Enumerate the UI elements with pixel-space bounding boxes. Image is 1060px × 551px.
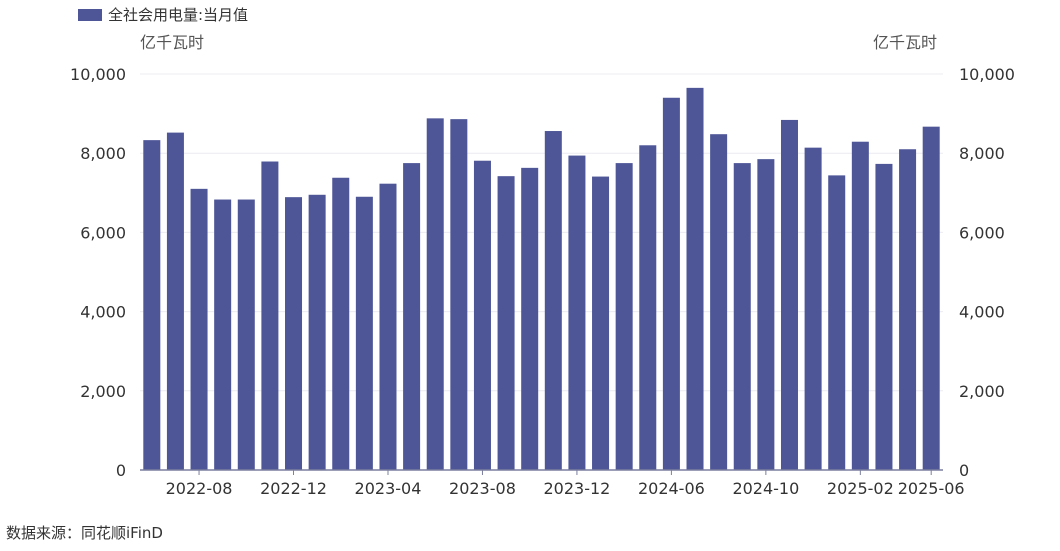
bar [285,197,303,470]
bar [143,140,161,470]
y-tick-label-right: 2,000 [959,382,1005,401]
bar [473,160,491,470]
x-tick-label: 2022-12 [260,479,327,498]
bar [568,155,586,471]
x-tick-label: 2025-06 [898,479,965,498]
y-tick-label-right: 4,000 [959,303,1005,322]
bar [355,196,373,470]
bar [214,199,232,471]
x-tick-label: 2022-08 [166,479,233,498]
bar [190,188,208,470]
bar [851,141,869,470]
x-tick-label: 2024-06 [638,479,705,498]
bar [899,149,917,471]
bar [804,147,822,470]
bar [308,194,326,470]
x-tick-label: 2023-12 [543,479,610,498]
x-tick-label: 2024-10 [732,479,799,498]
bar [875,163,893,470]
y-tick-label-left: 6,000 [80,223,126,242]
legend-swatch [78,8,102,21]
bar [757,159,775,470]
y-tick-label-right: 10,000 [959,65,1015,84]
bar [261,161,279,471]
y-tick-label-right: 6,000 [959,223,1005,242]
left-axis-unit: 亿千瓦时 [140,33,205,52]
bar [733,163,751,470]
bar [592,176,610,470]
bar [922,126,940,470]
bar [237,199,255,471]
bar [544,131,562,471]
bar [497,176,515,470]
data-source: 数据来源：同花顺iFinD [6,524,163,542]
y-tick-label-left: 8,000 [80,144,126,163]
right-axis-unit: 亿千瓦时 [873,33,938,52]
x-tick-label: 2025-02 [827,479,894,498]
y-tick-label-left: 0 [116,461,126,480]
bar [615,163,633,470]
bar [403,163,421,470]
bar [450,119,468,471]
bar [780,119,798,470]
bar [332,177,350,470]
bar [828,175,846,470]
bar [710,134,728,470]
bar [686,87,704,471]
y-tick-label-left: 4,000 [80,303,126,322]
y-tick-label-left: 2,000 [80,382,126,401]
bar [426,118,444,471]
bar [166,132,184,470]
y-tick-label-right: 8,000 [959,144,1005,163]
bar [379,183,397,470]
x-tick-label: 2023-04 [355,479,422,498]
y-tick-label-right: 0 [959,461,969,480]
bar [662,97,680,470]
y-tick-label-left: 10,000 [70,65,126,84]
x-tick-label: 2023-08 [449,479,516,498]
bar [521,167,539,471]
bar [639,145,657,470]
chart-legend: 全社会用电量:当月值 [78,4,248,25]
legend-label: 全社会用电量:当月值 [108,6,249,24]
